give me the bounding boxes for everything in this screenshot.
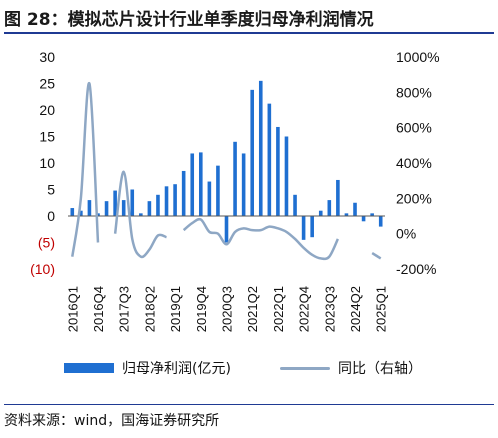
x-tick-label: 2022Q4 — [297, 286, 312, 332]
x-tick-label: 2022Q1 — [271, 286, 286, 332]
bar — [284, 136, 289, 216]
bar — [139, 213, 143, 216]
bar — [216, 165, 220, 216]
y-left-tick-label: 15 — [39, 129, 55, 145]
bar — [190, 153, 195, 216]
bar — [113, 190, 117, 216]
bar — [301, 216, 306, 240]
x-tick-label: 2016Q4 — [91, 286, 106, 332]
legend: 归母净利润(亿元) 同比（右轴） — [0, 358, 498, 380]
bar — [233, 141, 237, 216]
chart-area: 30 25 20 15 10 5 0 (5) (10) 1000% 800% 600% 400% 200%… — [30, 49, 440, 332]
y-left-tick-label: (5) — [38, 235, 55, 251]
x-tick-label: 2019Q4 — [194, 286, 209, 332]
bar — [130, 189, 135, 216]
y-left-tick-label: 5 — [47, 182, 55, 198]
y-right-tick-label: 0% — [396, 226, 416, 242]
bar — [87, 200, 92, 216]
y-left-tick-label: (10) — [30, 261, 55, 277]
bar — [121, 200, 126, 216]
y-right-tick-label: 1000% — [396, 49, 440, 65]
yoy-line-segment — [113, 170, 167, 259]
y-left-tick-label: 25 — [39, 76, 55, 92]
y-right-tick-label: 800% — [396, 84, 432, 100]
x-tick-label: 2021Q2 — [245, 286, 260, 332]
bar — [258, 80, 263, 216]
x-tick-label: 2020Q3 — [220, 286, 235, 332]
bar — [327, 200, 332, 216]
bar — [370, 213, 374, 216]
y-left-tick-label: 0 — [47, 208, 55, 224]
bar — [173, 184, 177, 216]
x-tick-label: 2016Q1 — [65, 286, 80, 332]
yoy-line-segment — [371, 252, 382, 260]
x-tick-label: 2024Q2 — [348, 286, 363, 332]
y-right-tick-label: -200% — [396, 261, 436, 277]
bar — [104, 201, 109, 216]
bar — [147, 201, 152, 216]
y-left-tick-label: 30 — [39, 49, 55, 65]
bar — [378, 216, 383, 227]
bar — [250, 89, 255, 216]
legend-label-line: 同比（右轴） — [338, 361, 422, 377]
bar — [293, 194, 297, 216]
bar — [276, 126, 280, 216]
bar — [70, 208, 75, 216]
x-tick-label: 2025Q1 — [374, 286, 389, 332]
y-right-tick-label: 200% — [396, 190, 432, 206]
legend-item-bars: 归母净利润(亿元) — [64, 358, 231, 378]
source-note: 资料来源：wind，国海证券研究所 — [4, 413, 220, 429]
bar — [353, 202, 357, 216]
bar — [267, 103, 272, 216]
yoy-line-segment — [71, 82, 100, 257]
bar — [207, 181, 212, 216]
x-tick-label: 2018Q2 — [142, 286, 157, 332]
bar — [198, 152, 203, 216]
bar — [361, 216, 366, 222]
legend-item-line: 同比（右轴） — [280, 358, 422, 378]
legend-line-swatch — [280, 366, 330, 370]
legend-label-bars: 归母净利润(亿元) — [122, 361, 231, 377]
y-left-tick-label: 10 — [39, 155, 55, 171]
y-right-tick-label: 400% — [396, 155, 432, 171]
bar — [156, 194, 160, 216]
title-rule — [4, 32, 494, 34]
y-left-tick-label: 20 — [39, 102, 55, 118]
x-tick-label: 2017Q3 — [117, 286, 132, 332]
chart-title: 图 28：模拟芯片设计行业单季度归母净利润情况 — [4, 10, 374, 30]
bar — [224, 216, 229, 243]
bar — [241, 153, 246, 216]
legend-bar-swatch — [64, 363, 114, 373]
x-tick-label: 2019Q1 — [168, 286, 183, 332]
yoy-line-segment — [182, 217, 340, 261]
bar — [79, 210, 83, 216]
bar — [318, 210, 323, 216]
bar — [336, 179, 340, 216]
bar — [181, 170, 186, 216]
bar — [344, 213, 349, 216]
bar — [310, 216, 314, 238]
x-tick-label: 2023Q3 — [322, 286, 337, 332]
y-right-tick-label: 600% — [396, 120, 432, 136]
bar — [164, 186, 169, 216]
source-rule — [4, 404, 494, 405]
